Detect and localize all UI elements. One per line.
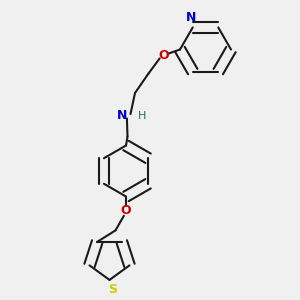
Text: S: S xyxy=(108,283,117,296)
Text: O: O xyxy=(121,204,131,218)
Text: H: H xyxy=(138,110,146,121)
Text: N: N xyxy=(117,109,128,122)
Text: O: O xyxy=(158,49,169,62)
Text: N: N xyxy=(186,11,196,24)
